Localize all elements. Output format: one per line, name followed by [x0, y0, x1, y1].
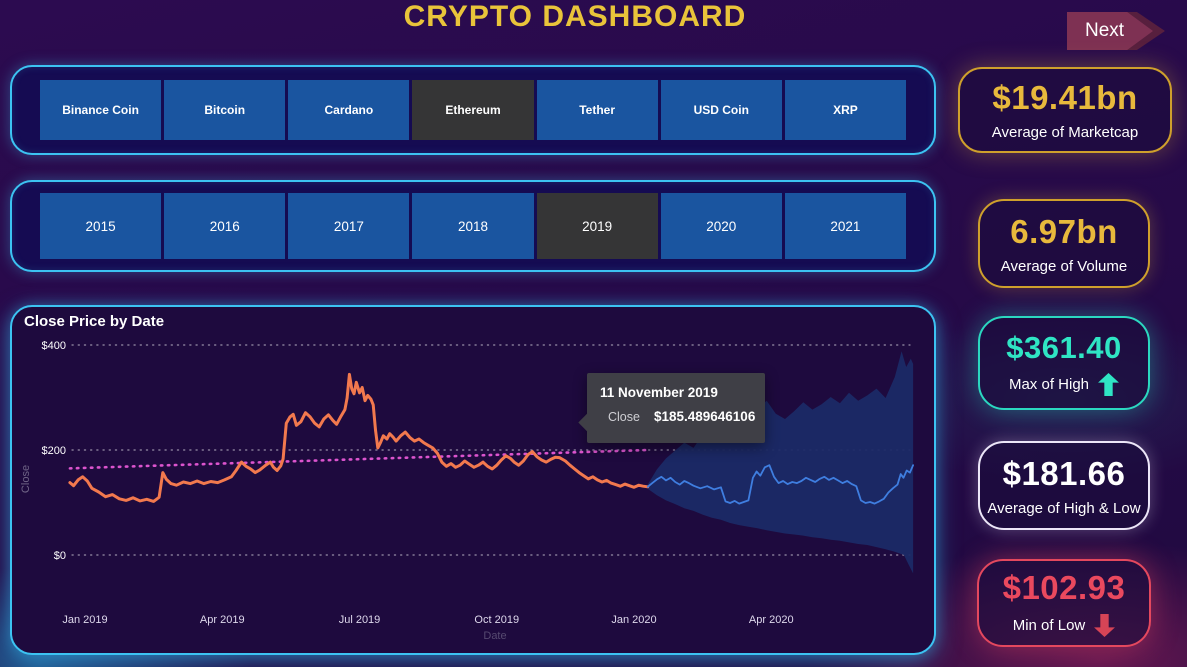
page-title: CRYPTO DASHBOARD	[403, 0, 747, 33]
coin-button-ethereum[interactable]: Ethereum	[412, 80, 534, 140]
kpi-value: $102.93	[1002, 569, 1126, 606]
x-axis-title: Date	[483, 630, 506, 642]
kpi-label: Average of High & Low	[987, 499, 1141, 517]
kpi-label: Average of Marketcap	[991, 124, 1139, 141]
x-axis-tick-label: Oct 2019	[474, 614, 519, 626]
kpi-value: $361.40	[1006, 330, 1122, 365]
year-button-2017[interactable]: 2017	[288, 193, 410, 259]
year-button-2020[interactable]: 2020	[660, 193, 782, 259]
series-line-close	[68, 372, 650, 503]
coin-button-tether[interactable]: Tether	[536, 80, 658, 140]
coin-slicer: Binance Coin Bitcoin Cardano Ethereum Tether…	[40, 80, 906, 140]
tooltip-series-name: Close	[608, 409, 640, 424]
forecast-confidence-band	[647, 351, 914, 574]
coin-button-cardano[interactable]: Cardano	[288, 80, 410, 140]
x-axis-tick-label: Jan 2019	[62, 614, 107, 626]
year-slicer: 2015 2016 2017 2018 2019 2020 2021	[40, 193, 906, 259]
y-axis-tick-label: $0	[54, 550, 66, 562]
coin-button-bitcoin[interactable]: Bitcoin	[164, 80, 286, 140]
year-button-2018[interactable]: 2018	[412, 193, 534, 259]
kpi-label-text: Min of Low	[1012, 617, 1086, 634]
trend-line	[68, 448, 650, 470]
year-button-2021[interactable]: 2021	[784, 193, 906, 259]
series-line-forecast	[646, 464, 914, 505]
kpi-card-marketcap: $19.41bn Average of Marketcap	[958, 67, 1172, 153]
kpi-card-min-low: $102.93 Min of Low	[977, 559, 1151, 647]
up-arrow-icon	[1098, 373, 1119, 396]
y-axis-title: Close	[20, 465, 32, 493]
coin-button-usd-coin[interactable]: USD Coin	[660, 80, 782, 140]
x-axis-tick-label: Apr 2019	[200, 614, 245, 626]
tooltip-date: 11 November 2019	[600, 385, 718, 400]
kpi-label-text: Max of High	[1008, 376, 1090, 393]
close-price-chart-panel: Close Price by Date $0 $200 $400 Jan 2019 Ap…	[10, 305, 936, 655]
next-button-label: Next	[1085, 20, 1125, 41]
coin-button-xrp[interactable]: XRP	[784, 80, 906, 140]
kpi-value: $19.41bn	[992, 79, 1138, 116]
kpi-value: $181.66	[1002, 454, 1126, 492]
year-button-2015[interactable]: 2015	[40, 193, 162, 259]
kpi-card-volume: 6.97bn Average of Volume	[978, 199, 1150, 288]
coin-slicer-panel: Binance Coin Bitcoin Cardano Ethereum Tether…	[10, 65, 936, 155]
y-axis-tick-label: $400	[42, 340, 66, 352]
close-price-line-chart[interactable]: $0 $200 $400 Jan 2019 Apr 2019 Jul 2019 Oct 20…	[12, 307, 934, 653]
kpi-value: 6.97bn	[1010, 212, 1118, 250]
x-axis-tick-label: Jul 2019	[339, 614, 381, 626]
chart-title: Close Price by Date	[24, 313, 165, 330]
year-slicer-panel: 2015 2016 2017 2018 2019 2020 2021	[10, 180, 936, 272]
kpi-card-max-high: $361.40 Max of High	[978, 316, 1150, 410]
y-axis-tick-label: $200	[42, 445, 66, 457]
kpi-label: Average of Volume	[1000, 257, 1128, 275]
chart-tooltip: 11 November 2019 Close $185.489646106	[587, 373, 765, 443]
kpi-card-avg-high-low: $181.66 Average of High & Low	[978, 441, 1150, 530]
kpi-label: Min of Low	[1013, 614, 1116, 637]
x-axis-tick-label: Jan 2020	[611, 614, 656, 626]
kpi-label: Max of High	[1009, 373, 1119, 396]
coin-button-binance-coin[interactable]: Binance Coin	[40, 80, 162, 140]
down-arrow-icon	[1094, 614, 1116, 637]
year-button-2019[interactable]: 2019	[536, 193, 658, 259]
year-button-2016[interactable]: 2016	[164, 193, 286, 259]
next-button[interactable]: Next	[1067, 12, 1167, 50]
tooltip-value: $185.489646106	[653, 409, 756, 424]
x-axis-tick-label: Apr 2020	[749, 614, 794, 626]
